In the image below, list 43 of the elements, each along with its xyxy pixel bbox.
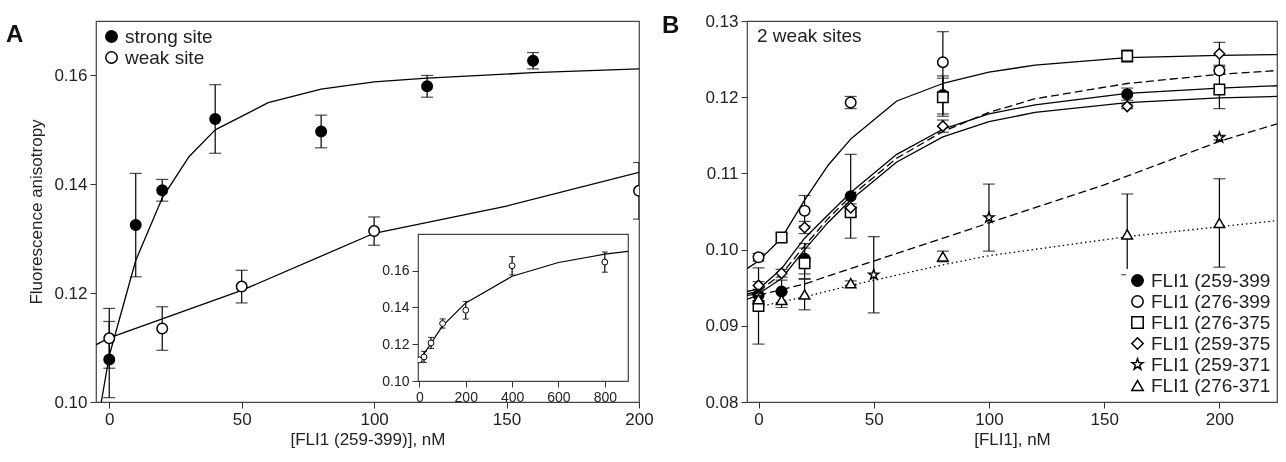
x-tick-label: 200 — [454, 388, 479, 405]
x-tick-label: 100 — [975, 409, 1004, 429]
x-tick-label: 50 — [232, 409, 252, 429]
chart-title: B — [662, 11, 680, 38]
y-axis-title: Fluorescence anisotropy — [27, 118, 47, 305]
legend-label: FLI1 (276-371 — [1151, 374, 1271, 396]
y-tick-label: 0.12 — [705, 87, 739, 107]
x-tick-label: 100 — [360, 409, 389, 429]
x-tick-label: 600 — [547, 388, 571, 405]
x-axis-title: [FLI1], nM — [974, 429, 1051, 449]
legend-label: FLI1 (259-375 — [1151, 332, 1271, 354]
x-tick-label: 0 — [754, 409, 764, 429]
x-tick-label: 150 — [1090, 409, 1119, 429]
x-tick-label: 800 — [593, 388, 618, 405]
y-tick-label: 0.12 — [382, 335, 410, 352]
y-tick-label: 0.10 — [705, 240, 739, 260]
y-tick-label: 0.10 — [382, 372, 410, 389]
legend-label: FLI1 (259-371 — [1151, 353, 1271, 375]
y-tick-label: 0.09 — [705, 316, 739, 336]
legend-label: FLI1 (276-399 — [1151, 290, 1271, 312]
y-tick-label: 0.16 — [54, 65, 88, 85]
x-tick-label: 400 — [500, 388, 525, 405]
x-tick-label: 0 — [415, 388, 424, 405]
legend-label: strong site — [125, 25, 213, 47]
x-axis-title: [FLI1 (259-399)], nM — [290, 429, 446, 449]
y-tick-label: 0.10 — [54, 392, 88, 412]
chart-title: A — [6, 20, 24, 47]
annotation: 2 weak sites — [757, 25, 862, 46]
legend-label: FLI1 (276-375 — [1151, 311, 1271, 333]
y-tick-label: 0.16 — [382, 262, 410, 279]
y-tick-label: 0.12 — [54, 283, 88, 303]
y-tick-label: 0.08 — [705, 392, 739, 412]
y-tick-label: 0.13 — [705, 11, 739, 31]
x-tick-label: 0 — [105, 409, 115, 429]
x-tick-label: 150 — [492, 409, 522, 429]
x-tick-label: 200 — [625, 409, 654, 429]
legend-label: FLI1 (259-399 — [1151, 269, 1271, 291]
y-tick-label: 0.14 — [382, 299, 410, 315]
y-tick-label: 0.11 — [706, 163, 739, 183]
legend-label: weak site — [124, 46, 205, 68]
x-tick-label: 200 — [1205, 409, 1235, 429]
y-tick-label: 0.14 — [54, 174, 88, 194]
x-tick-label: 50 — [864, 409, 884, 429]
